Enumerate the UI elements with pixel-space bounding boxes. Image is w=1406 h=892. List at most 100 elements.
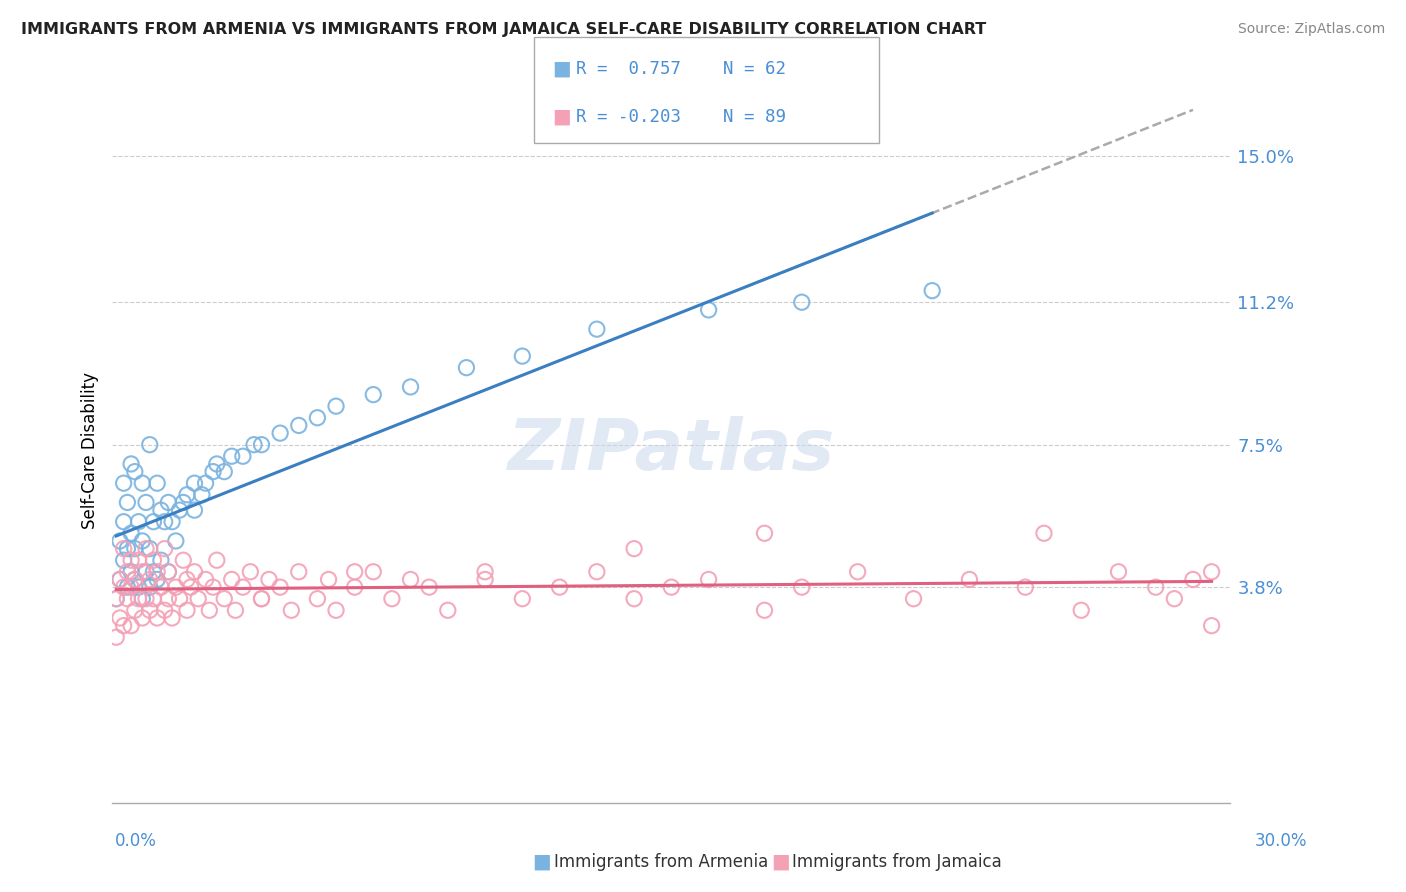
Point <box>1201 565 1223 579</box>
Point <box>146 573 169 587</box>
Point <box>172 495 194 509</box>
Point <box>120 457 142 471</box>
Point <box>363 387 385 401</box>
Point <box>418 580 440 594</box>
Point <box>790 295 813 310</box>
Point <box>169 591 191 606</box>
Point <box>117 591 139 606</box>
Point <box>307 410 329 425</box>
Point <box>112 580 135 594</box>
Point <box>135 495 157 509</box>
Point <box>280 603 302 617</box>
Point <box>183 565 205 579</box>
Point <box>697 573 720 587</box>
Text: ZIPatlas: ZIPatlas <box>508 416 835 485</box>
Point <box>131 591 153 606</box>
Point <box>456 360 478 375</box>
Point <box>512 591 534 606</box>
Point <box>325 603 347 617</box>
Text: ▪: ▪ <box>551 103 572 131</box>
Point <box>120 553 142 567</box>
Text: 30.0%: 30.0% <box>1256 832 1308 850</box>
Point <box>149 503 172 517</box>
Point <box>108 611 131 625</box>
Point <box>108 573 131 587</box>
Point <box>325 399 347 413</box>
Point <box>399 380 422 394</box>
Point <box>754 603 776 617</box>
Point <box>250 438 273 452</box>
Point <box>146 611 169 625</box>
Point <box>112 541 135 556</box>
Point <box>1070 603 1092 617</box>
Point <box>754 526 776 541</box>
Point <box>1181 573 1204 587</box>
Point <box>661 580 683 594</box>
Point <box>138 541 162 556</box>
Text: ▪: ▪ <box>770 847 792 876</box>
Point <box>146 565 169 579</box>
Point <box>153 541 176 556</box>
Point <box>221 573 243 587</box>
Point <box>512 349 534 363</box>
Point <box>191 488 214 502</box>
Point <box>165 533 187 548</box>
Point <box>202 465 225 479</box>
Point <box>202 580 225 594</box>
Point <box>250 591 273 606</box>
Point <box>117 541 139 556</box>
Point <box>138 438 162 452</box>
Point <box>1014 580 1036 594</box>
Point <box>548 580 571 594</box>
Point <box>232 580 254 594</box>
Point <box>381 591 404 606</box>
Point <box>585 565 607 579</box>
Point <box>474 565 496 579</box>
Point <box>214 465 236 479</box>
Text: ▪: ▪ <box>551 54 572 83</box>
Text: R =  0.757    N = 62: R = 0.757 N = 62 <box>576 60 786 78</box>
Point <box>183 503 205 517</box>
Point <box>176 603 198 617</box>
Point <box>128 515 150 529</box>
Point <box>128 591 150 606</box>
Point <box>131 565 153 579</box>
Point <box>142 565 165 579</box>
Point <box>1163 591 1185 606</box>
Point <box>1032 526 1054 541</box>
Point <box>120 618 142 632</box>
Text: Immigrants from Armenia: Immigrants from Armenia <box>554 853 768 871</box>
Point <box>183 476 205 491</box>
Point <box>176 573 198 587</box>
Point <box>205 553 228 567</box>
Point <box>363 565 385 579</box>
Point <box>343 565 366 579</box>
Point <box>243 438 266 452</box>
Point <box>921 284 943 298</box>
Text: Immigrants from Jamaica: Immigrants from Jamaica <box>792 853 1001 871</box>
Point <box>399 573 422 587</box>
Point <box>112 476 135 491</box>
Point <box>846 565 869 579</box>
Point <box>180 580 202 594</box>
Point <box>157 591 180 606</box>
Point <box>105 630 128 644</box>
Point <box>176 488 198 502</box>
Point <box>194 476 217 491</box>
Point <box>146 476 169 491</box>
Point <box>153 515 176 529</box>
Point <box>135 541 157 556</box>
Point <box>232 449 254 463</box>
Point <box>172 553 194 567</box>
Point <box>250 591 273 606</box>
Point <box>165 580 187 594</box>
Point <box>142 515 165 529</box>
Text: R = -0.203    N = 89: R = -0.203 N = 89 <box>576 108 786 126</box>
Y-axis label: Self-Care Disability: Self-Care Disability <box>80 372 98 529</box>
Point <box>117 565 139 579</box>
Point <box>288 565 311 579</box>
Point <box>623 541 645 556</box>
Point <box>288 418 311 433</box>
Point <box>157 565 180 579</box>
Point <box>160 611 183 625</box>
